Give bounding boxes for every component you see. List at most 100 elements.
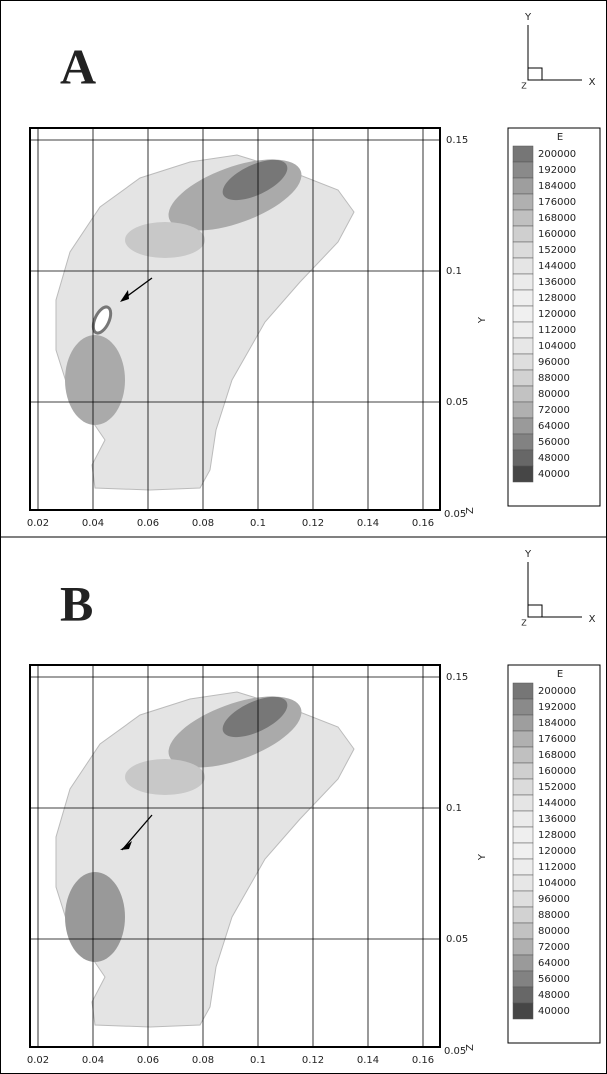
legend-label: 120000: [538, 309, 576, 320]
legend-label: 40000: [538, 469, 570, 480]
legend-swatch: [512, 289, 534, 307]
corner-axis-label: Z: [465, 1044, 476, 1051]
triad-label: Y: [524, 12, 532, 23]
legend-label: 72000: [538, 942, 570, 953]
legend-swatch: [512, 449, 534, 467]
triad-label: Z: [521, 619, 527, 628]
arrow-head: [120, 290, 129, 302]
legend-label: 136000: [538, 814, 576, 825]
x-tick-label: 0.02: [27, 1055, 49, 1066]
legend-label: 144000: [538, 798, 576, 809]
legend-label: 192000: [538, 165, 576, 176]
y-tick-label: 0.15: [446, 672, 468, 683]
y-tick-label: 0.05: [446, 934, 468, 945]
x-tick-label: 0.06: [137, 518, 159, 529]
legend-swatch: [512, 746, 534, 764]
legend-label: 136000: [538, 277, 576, 288]
legend-swatch: [512, 714, 534, 732]
legend-label: 152000: [538, 782, 576, 793]
legend-label: 144000: [538, 261, 576, 272]
panel: B 0.02 0.04 0.06 0.08 0.1 0.12 0.14 0.16 0.15 0.1 0…: [27, 549, 601, 1066]
legend-swatch: [512, 209, 534, 227]
corner-axis-label: Z: [465, 507, 476, 514]
contour-region: [65, 872, 125, 962]
legend-swatch: [512, 906, 534, 924]
legend-swatch: [512, 986, 534, 1004]
legend-label: 96000: [538, 894, 570, 905]
triad-label: Z: [521, 82, 527, 91]
y-tick-label: 0.1: [446, 266, 462, 277]
legend-label: 48000: [538, 990, 570, 1001]
legend-swatch: [512, 810, 534, 828]
legend-swatch: [512, 305, 534, 323]
y-axis-label: Y: [477, 853, 488, 861]
legend-swatch: [512, 353, 534, 371]
legend-label: 56000: [538, 974, 570, 985]
legend-label: 88000: [538, 373, 570, 384]
legend-swatch: [512, 145, 534, 163]
legend-label: 200000: [538, 686, 576, 697]
legend-swatch: [512, 778, 534, 796]
legend-swatch: [512, 922, 534, 940]
legend-swatch: [512, 417, 534, 435]
legend-swatch: [512, 826, 534, 844]
legend-label: 168000: [538, 750, 576, 761]
panel: A 0.02 0.04 0.06 0.08 0.1 0.12 0.14 0.16 0.15 0.1 0…: [27, 12, 601, 529]
legend-label: 128000: [538, 830, 576, 841]
panel-letter: A: [60, 38, 96, 94]
x-tick-label: 0.14: [357, 1055, 379, 1066]
legend-swatch: [512, 858, 534, 876]
legend-label: 184000: [538, 718, 576, 729]
legend-swatch: [512, 698, 534, 716]
triad-label: Y: [524, 549, 532, 560]
legend-swatch: [512, 874, 534, 892]
contour-region: [222, 159, 288, 201]
legend-label: 168000: [538, 213, 576, 224]
contour-region: [91, 305, 113, 335]
y-tick-label: 0.15: [446, 135, 468, 146]
legend-label: 80000: [538, 389, 570, 400]
legend-label: 176000: [538, 734, 576, 745]
legend-label: 40000: [538, 1006, 570, 1017]
triad-box: [527, 67, 543, 81]
corner-tick-label: 0.05: [444, 1046, 466, 1057]
legend-swatch: [512, 161, 534, 179]
contour-region: [125, 222, 205, 258]
corner-tick-label: 0.05: [444, 509, 466, 520]
x-tick-label: 0.16: [412, 518, 434, 529]
legend-swatch: [512, 321, 534, 339]
legend-label: 72000: [538, 405, 570, 416]
x-tick-label: 0.12: [302, 518, 324, 529]
y-axis-label: Y: [477, 316, 488, 324]
legend-swatch: [512, 193, 534, 211]
panel-letter: B: [60, 575, 93, 631]
legend-label: 192000: [538, 702, 576, 713]
triad-box: [527, 604, 543, 618]
legend-label: 160000: [538, 229, 576, 240]
legend-label: 96000: [538, 357, 570, 368]
legend-swatch: [512, 970, 534, 988]
legend-label: 104000: [538, 878, 576, 889]
legend-swatch: [512, 890, 534, 908]
x-tick-label: 0.06: [137, 1055, 159, 1066]
x-tick-label: 0.12: [302, 1055, 324, 1066]
legend-label: 200000: [538, 149, 576, 160]
legend-label: 56000: [538, 437, 570, 448]
legend-swatch: [512, 842, 534, 860]
legend-swatch: [512, 954, 534, 972]
legend-swatch: [512, 401, 534, 419]
legend-label: 64000: [538, 958, 570, 969]
legend-swatch: [512, 385, 534, 403]
legend-swatch: [512, 433, 534, 451]
legend-swatch: [512, 938, 534, 956]
x-tick-label: 0.1: [250, 518, 266, 529]
contour-region: [125, 759, 205, 795]
legend-label: 48000: [538, 453, 570, 464]
x-tick-label: 0.02: [27, 518, 49, 529]
x-tick-label: 0.04: [82, 1055, 104, 1066]
legend-title: E: [557, 669, 563, 680]
legend-swatch: [512, 794, 534, 812]
legend-label: 88000: [538, 910, 570, 921]
legend-swatch: [512, 337, 534, 355]
